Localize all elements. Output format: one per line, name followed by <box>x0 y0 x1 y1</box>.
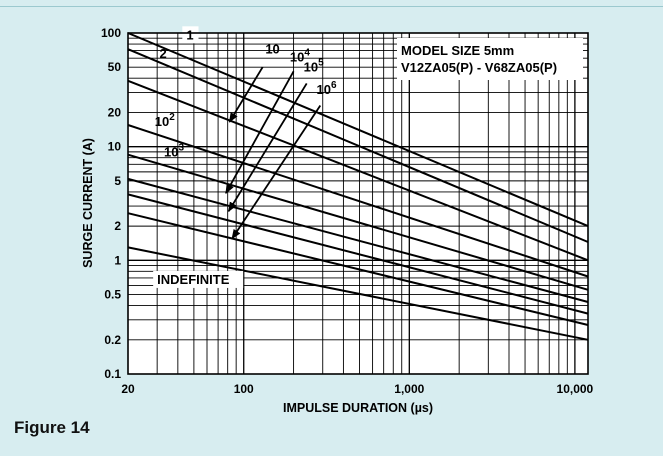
y-tick-label: 10 <box>108 140 122 154</box>
curve-label-text: 10 <box>290 50 304 65</box>
y-tick-label: 0.1 <box>104 367 121 381</box>
x-tick-label: 20 <box>121 382 135 396</box>
curve-label-exponent: 2 <box>169 112 175 123</box>
series-line-7 <box>127 212 589 326</box>
series-line-3 <box>127 124 589 278</box>
y-tick-label: 0.5 <box>104 288 121 302</box>
x-tick-label: 100 <box>234 382 254 396</box>
y-tick-label: 0.2 <box>104 333 121 347</box>
plot-border <box>127 32 589 375</box>
curve-label-bg-0 <box>182 26 199 44</box>
curve-label-8: INDEFINITE <box>157 272 230 287</box>
arrow-2 <box>227 82 308 213</box>
curve-label-exponent: 4 <box>304 48 310 59</box>
series-lines <box>127 32 589 341</box>
curve-label-text: 10 <box>265 42 279 57</box>
curve-label-bg-8 <box>153 270 244 288</box>
annotation-line-2: V12ZA05(P) - V68ZA05(P) <box>401 60 557 75</box>
curve-label-4: 103 <box>164 142 184 159</box>
curve-label-0: 1 <box>186 27 193 42</box>
curve-label-text: 1 <box>186 27 193 42</box>
arrow-1 <box>225 70 295 195</box>
model-size-annotation: MODEL SIZE 5mm V12ZA05(P) - V68ZA05(P) <box>397 38 583 80</box>
series-line-4 <box>127 153 589 291</box>
curve-label-5: 104 <box>290 48 310 65</box>
curve-label-exponent: 6 <box>331 80 337 91</box>
curve-label-text: 10 <box>304 59 318 74</box>
x-tick-label: 10,000 <box>557 382 594 396</box>
curve-label-6: 105 <box>304 57 324 74</box>
series-line-8 <box>127 246 589 341</box>
curve-label-1: 2 <box>160 46 167 61</box>
y-tick-label: 1 <box>114 253 121 267</box>
y-tick-label: 50 <box>108 60 122 74</box>
y-tick-label: 2 <box>114 219 121 233</box>
series-line-0 <box>127 32 589 228</box>
annotation-line-1: MODEL SIZE 5mm <box>401 43 514 58</box>
curve-label-text: 10 <box>316 82 330 97</box>
y-tick-label: 20 <box>108 105 122 119</box>
arrow-0 <box>228 66 264 123</box>
series-line-5 <box>127 177 589 303</box>
x-tick-label: 1,000 <box>394 382 424 396</box>
curve-label-3: 102 <box>155 112 175 129</box>
curve-label-exponent: 3 <box>178 142 184 153</box>
y-tick-label: 5 <box>114 174 121 188</box>
y-axis-label: SURGE CURRENT (A) <box>81 138 95 268</box>
plot-area <box>128 33 588 374</box>
curve-label-text: INDEFINITE <box>157 272 230 287</box>
x-axis-label: IMPULSE DURATION (µs) <box>283 401 433 415</box>
series-line-6 <box>127 193 589 315</box>
series-line-2 <box>127 79 589 262</box>
figure-caption: Figure 14 <box>14 418 90 437</box>
arrow-3 <box>231 105 322 240</box>
curve-label-2: 10 <box>265 42 279 57</box>
curve-label-text: 2 <box>160 46 167 61</box>
curve-label-text: 10 <box>164 144 178 159</box>
series-line-1 <box>127 48 589 243</box>
top-strip <box>0 0 663 7</box>
x-tick-labels: 20 100 1,000 10,000 <box>121 382 593 396</box>
y-tick-label: 100 <box>101 26 121 40</box>
curve-label-7: 106 <box>316 80 336 97</box>
arrows <box>225 66 322 240</box>
curve-label-text: 10 <box>155 114 169 129</box>
y-tick-labels: 100 50 20 10 5 2 1 0.5 0.2 0.1 <box>101 26 121 381</box>
curve-label-exponent: 5 <box>318 57 324 68</box>
annotation-box-bg <box>397 38 583 80</box>
